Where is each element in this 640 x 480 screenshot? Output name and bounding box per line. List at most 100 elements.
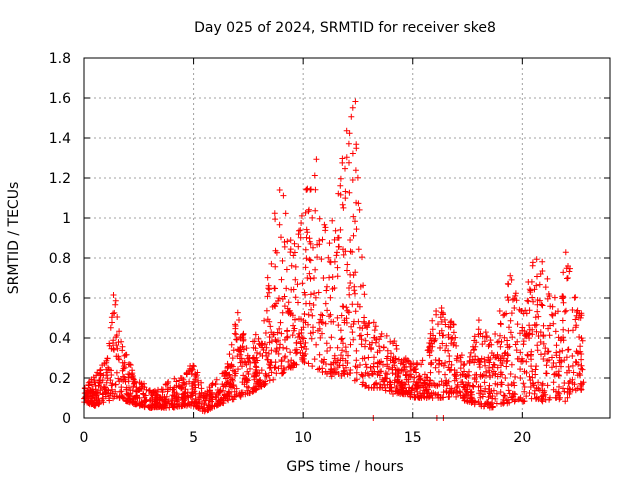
data-point [476, 364, 483, 371]
data-point [471, 333, 478, 340]
data-point [272, 247, 279, 254]
data-point [317, 334, 324, 341]
data-point [504, 351, 511, 358]
data-point [170, 386, 177, 393]
data-point [307, 257, 314, 264]
data-point [437, 344, 444, 351]
data-point [468, 394, 475, 401]
data-point [119, 367, 126, 374]
data-point [565, 380, 572, 387]
data-point [329, 274, 336, 280]
data-point [110, 395, 117, 402]
x-tick-label: 5 [189, 430, 198, 446]
data-point [477, 373, 484, 380]
data-point [391, 362, 398, 369]
data-point [339, 335, 345, 342]
data-point [332, 227, 339, 234]
data-point [356, 206, 363, 213]
data-point [237, 392, 244, 399]
data-point [465, 372, 472, 379]
data-point [352, 363, 359, 370]
data-point [291, 249, 298, 256]
data-point [548, 311, 555, 318]
data-point [354, 174, 361, 181]
data-point [507, 272, 514, 279]
data-point [250, 388, 257, 395]
data-point [283, 345, 290, 352]
data-point [218, 399, 225, 406]
data-point [502, 375, 509, 381]
data-point [450, 321, 457, 328]
data-point [109, 319, 115, 326]
data-point [262, 330, 269, 336]
data-point [110, 310, 116, 317]
data-point [519, 397, 526, 404]
data-point [314, 241, 321, 248]
data-point [335, 357, 341, 363]
data-point [393, 384, 400, 391]
data-point [401, 356, 408, 363]
data-point [346, 285, 352, 291]
data-point [498, 381, 504, 388]
data-point [298, 344, 305, 351]
data-point [309, 214, 316, 221]
data-point [540, 333, 547, 340]
data-point [536, 297, 543, 304]
data-point [355, 246, 362, 253]
data-point [539, 268, 546, 274]
data-point [108, 314, 115, 321]
data-point [549, 354, 555, 361]
data-point [445, 394, 452, 400]
data-point [437, 314, 444, 321]
data-point [567, 386, 574, 393]
data-point [539, 258, 546, 265]
data-point [258, 367, 265, 374]
data-point [278, 358, 285, 365]
data-point [231, 330, 238, 337]
data-point [411, 374, 418, 381]
data-point [110, 292, 117, 298]
data-point [342, 188, 349, 195]
data-point [102, 386, 109, 393]
data-point [323, 361, 329, 367]
data-point [384, 347, 391, 354]
data-point [454, 353, 461, 359]
data-point [84, 387, 91, 394]
data-point [108, 345, 115, 352]
data-point [502, 393, 508, 399]
data-point [394, 374, 401, 381]
data-point [124, 398, 131, 405]
data-point [482, 362, 489, 369]
data-point [546, 293, 553, 299]
data-point [481, 356, 488, 363]
data-point [145, 387, 152, 394]
data-point [328, 373, 335, 380]
data-point [467, 353, 473, 360]
data-point [346, 189, 353, 196]
data-point [428, 390, 435, 397]
data-point [544, 348, 551, 355]
data-point [188, 390, 195, 397]
data-point [252, 331, 259, 338]
data-point [486, 390, 493, 397]
data-point [543, 362, 550, 369]
data-point [164, 386, 171, 393]
data-point [514, 355, 521, 362]
data-point [479, 393, 486, 400]
data-point [377, 381, 384, 388]
data-point [341, 367, 348, 374]
data-point [121, 359, 128, 366]
data-point [297, 350, 304, 357]
data-point [378, 330, 385, 337]
data-point [523, 393, 530, 400]
data-point [498, 401, 505, 407]
data-point [328, 366, 335, 373]
data-point [563, 307, 569, 314]
data-point [301, 311, 308, 317]
data-point [307, 291, 314, 298]
data-point [374, 349, 381, 356]
data-point [298, 212, 305, 219]
data-point [547, 322, 553, 329]
data-point [497, 343, 504, 350]
data-point [113, 369, 120, 376]
